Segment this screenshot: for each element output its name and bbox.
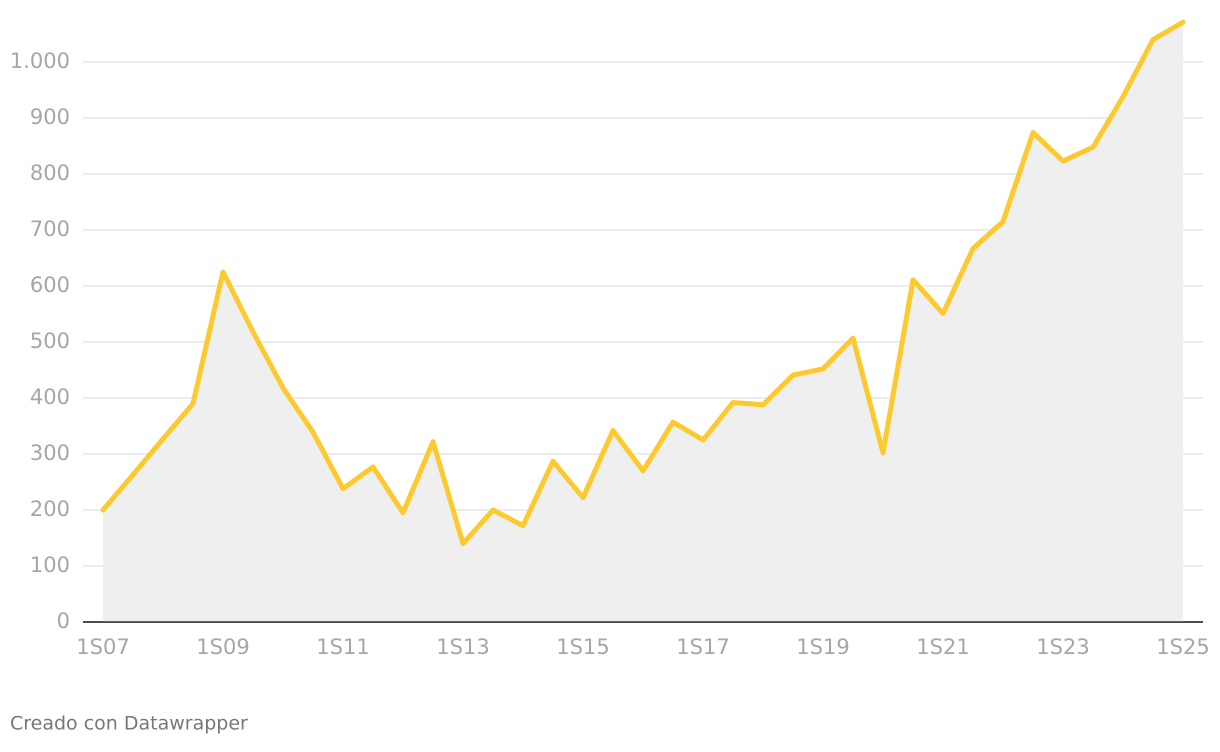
line (100, 19, 1186, 547)
x-tick-label: 1S23 (1036, 635, 1089, 659)
y-tick-label: 900 (30, 105, 70, 129)
y-tick-label: 0 (57, 609, 70, 633)
x-tick-label: 1S11 (316, 635, 369, 659)
y-tick-label: 300 (30, 441, 70, 465)
x-tick-label: 1S21 (916, 635, 969, 659)
y-tick-label: 700 (30, 217, 70, 241)
y-tick-label: 500 (30, 329, 70, 353)
y-tick-label: 800 (30, 161, 70, 185)
area (103, 22, 1183, 623)
y-tick-label: 600 (30, 273, 70, 297)
y-tick-label: 100 (30, 553, 70, 577)
y-tick-label: 200 (30, 497, 70, 521)
x-tick-label: 1S25 (1156, 635, 1209, 659)
x-tick-label: 1S19 (796, 635, 849, 659)
x-tick-label: 1S13 (436, 635, 489, 659)
y-tick-label: 1.000 (10, 49, 70, 73)
y-tick-label: 400 (30, 385, 70, 409)
x-tick-label: 1S15 (556, 635, 609, 659)
x-tick-label: 1S17 (676, 635, 729, 659)
footer: Creado con Datawrapper (10, 713, 248, 735)
x-tick-label: 1S09 (196, 635, 249, 659)
x-tick-label: 1S07 (76, 635, 129, 659)
